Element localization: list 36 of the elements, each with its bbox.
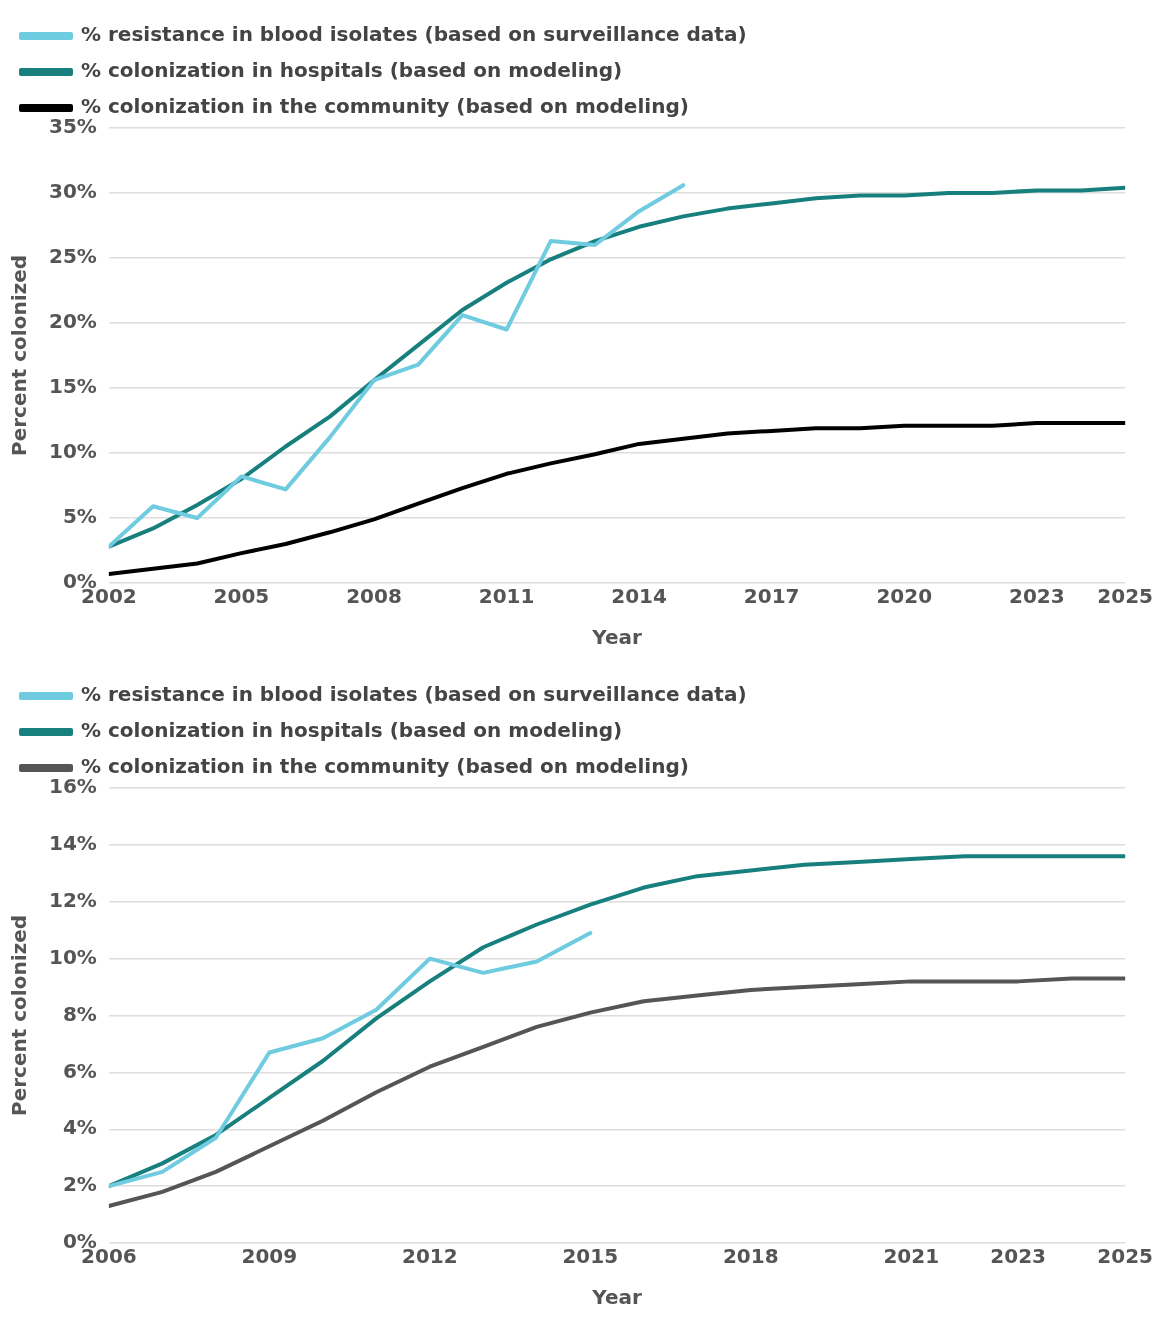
y-tick-label: 20% [49, 309, 97, 334]
y-axis-title: Percent colonized [7, 914, 32, 1117]
x-tick-label: 2014 [611, 584, 667, 609]
x-tick-label: 2023 [990, 1244, 1047, 1269]
y-tick-label: 10% [49, 944, 97, 969]
legend-label: % colonization in hospitals (based on modeling) [81, 58, 623, 83]
x-tick-label: 2005 [213, 584, 270, 609]
x-tick-label: 2017 [743, 584, 800, 609]
y-axis-title: Percent colonized [7, 254, 32, 457]
y-tick-label: 30% [49, 179, 97, 204]
y-tick-label: 6% [62, 1058, 97, 1083]
x-tick-label: 2011 [478, 584, 535, 609]
x-tick-label: 2018 [722, 1244, 779, 1269]
x-tick-label: 2020 [876, 584, 933, 609]
x-tick-label: 2009 [241, 1244, 298, 1269]
x-tick-label: 2023 [1008, 584, 1065, 609]
x-tick-label: 2012 [401, 1244, 458, 1269]
y-tick-label: 14% [49, 831, 97, 856]
x-axis-title: Year [591, 625, 642, 650]
y-tick-label: 5% [62, 504, 97, 529]
x-axis-title: Year [591, 1285, 642, 1310]
legend-label: % resistance in blood isolates (based on surveillance data) [81, 22, 747, 47]
x-tick-label: 2025 [1097, 584, 1153, 609]
y-tick-label: 10% [49, 439, 97, 464]
legend-label: % colonization in hospitals (based on modeling) [81, 718, 623, 743]
x-tick-label: 2021 [883, 1244, 940, 1269]
y-tick-label: 12% [49, 887, 97, 912]
y-tick-label: 8% [62, 1001, 97, 1026]
x-tick-label: 2025 [1097, 1244, 1153, 1269]
y-tick-label: 25% [49, 244, 97, 269]
x-tick-label: 2015 [562, 1244, 619, 1269]
y-tick-label: 4% [62, 1115, 97, 1140]
legend-label: % resistance in blood isolates (based on surveillance data) [81, 682, 747, 707]
x-tick-label: 2008 [346, 584, 402, 609]
y-tick-label: 15% [49, 374, 97, 399]
y-tick-label: 2% [62, 1172, 97, 1197]
